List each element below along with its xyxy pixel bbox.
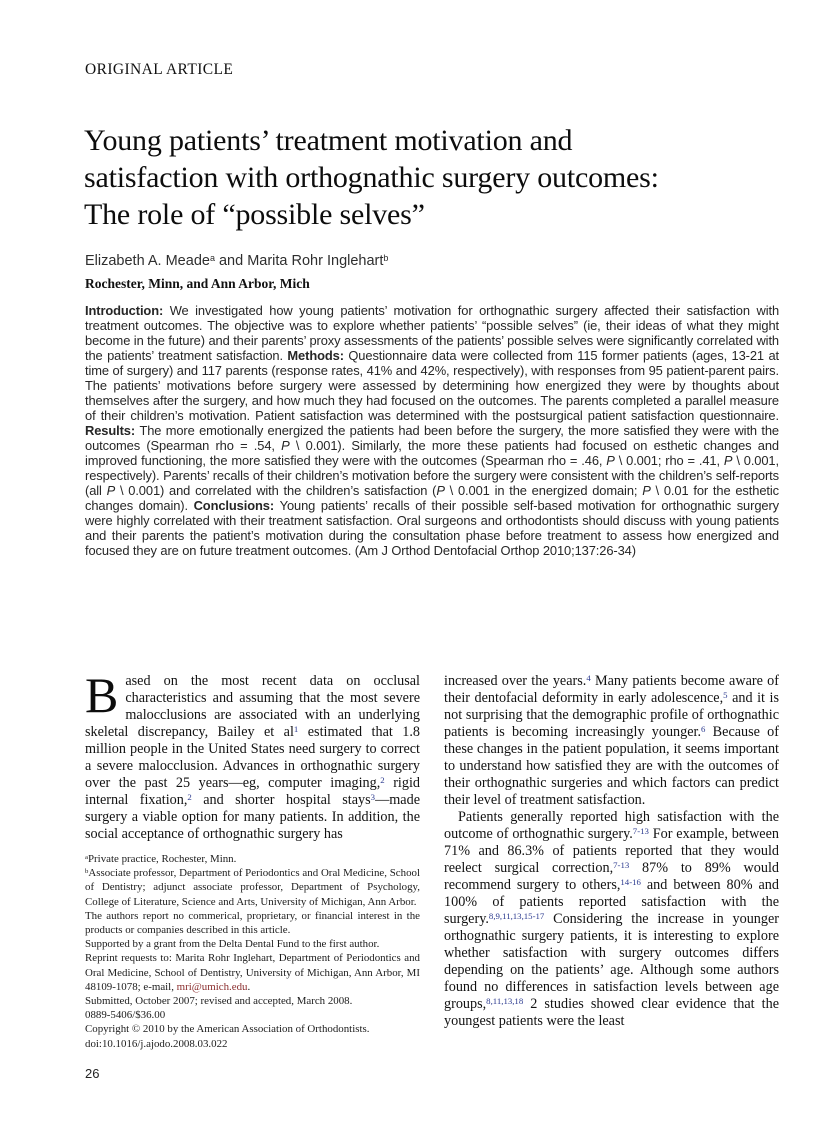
footnote-doi: doi:10.1016/j.ajodo.2008.03.022 — [85, 1037, 420, 1051]
text-run: We investigated how young patients’ moti… — [85, 303, 780, 363]
footnote-copyright: Copyright © 2010 by the American Associa… — [85, 1022, 420, 1036]
footnote-submission-dates: Submitted, October 2007; revised and acc… — [85, 994, 420, 1008]
right-column: increased over the years.4 Many patients… — [444, 673, 779, 1051]
text-run: Reprint requests to: Marita Rohr Ingleha… — [85, 952, 420, 993]
footnote-support: Supported by a grant from the Delta Dent… — [85, 937, 420, 951]
email-link[interactable]: mri@umich.edu — [176, 980, 248, 993]
text-run: P — [281, 438, 290, 453]
text-run: —made surgery a viable option for many p… — [85, 792, 420, 842]
footnote-affiliation-a: aPrivate practice, Rochester, Minn. — [85, 852, 420, 866]
text-run: 87% to 89% would recommend surgery to ot… — [444, 860, 779, 893]
article-title-line: Young patients’ treatment motivation and — [84, 124, 573, 157]
text-run: 2 studies showed clear evidence that the… — [444, 996, 779, 1029]
page-number: 26 — [85, 1066, 100, 1081]
text-run: Submitted, October 2007; revised and acc… — [85, 995, 353, 1008]
text-run: Questionnaire data were collected from 1… — [85, 348, 780, 423]
text-run: For example, between 71% and 86.3% of pa… — [444, 826, 779, 876]
text-run: \ 0.001). Similarly, the more these pati… — [85, 438, 779, 468]
body-paragraph: Patients generally reported high satisfa… — [444, 809, 779, 1030]
text-run: Young patients’ recalls of their possibl… — [85, 498, 779, 558]
reference-superscript: 5 — [723, 690, 728, 701]
text-run: The authors report no commerical, propri… — [85, 909, 420, 937]
reference-superscript: 3 — [370, 792, 376, 803]
text-run: Results: — [85, 423, 140, 438]
text-run: P — [436, 483, 445, 498]
text-run: b — [85, 868, 89, 876]
text-run: Introduction: — [85, 303, 170, 318]
text-run: \ 0.001 in the energized domain; — [444, 483, 643, 498]
text-run: \ 0.001, respectively). Parents’ recalls… — [85, 453, 779, 498]
text-run: increased over the years. — [444, 673, 587, 689]
footnote-disclosure: The authors report no commerical, propri… — [85, 909, 420, 937]
reference-superscript: 7-13 — [632, 826, 649, 837]
reference-superscript: 2 — [380, 775, 385, 786]
text-run: Private practice, Rochester, Minn. — [88, 853, 237, 865]
text-run: P — [723, 453, 733, 468]
reference-superscript: 8,11,13,18 — [486, 996, 524, 1007]
text-run: P — [106, 483, 116, 498]
body-paragraph: increased over the years.4 Many patients… — [444, 673, 779, 809]
reference-superscript: 6 — [701, 724, 706, 735]
affiliation-line: Rochester, Minn, and Ann Arbor, Mich — [85, 276, 310, 291]
article-title-line: satisfaction with orthognathic surgery o… — [84, 161, 659, 194]
authors-line: Elizabeth A. Meadea and Marita Rohr Ingl… — [85, 253, 388, 269]
text-run: The more emotionally energized the patie… — [85, 423, 779, 453]
text-run: Conclusions: — [193, 498, 280, 513]
text-run: Methods: — [287, 348, 349, 363]
reference-superscript: 7-13 — [613, 860, 630, 871]
dropcap: B — [85, 667, 119, 723]
text-run: Elizabeth A. Meade — [85, 253, 210, 269]
text-run: Considering the increase in younger orth… — [444, 911, 779, 1012]
text-run: \ 0.001; rho = .41, — [614, 453, 724, 468]
section-label: ORIGINAL ARTICLE — [85, 61, 234, 78]
text-run: Associate professor, Department of Perio… — [85, 867, 420, 908]
text-run: a — [85, 853, 88, 861]
text-run: doi:10.1016/j.ajodo.2008.03.022 — [85, 1037, 228, 1050]
reference-superscript: 14-16 — [620, 877, 641, 888]
text-run: P — [606, 453, 615, 468]
text-run: Because of these changes in the patient … — [444, 724, 779, 808]
text-run: \ 0.001) and correlated with the childre… — [115, 483, 437, 498]
footnotes-block: aPrivate practice, Rochester, Minn. bAss… — [85, 852, 420, 1051]
article-title: Young patients’ treatment motivation and… — [84, 122, 659, 233]
footnote-reprint-requests: Reprint requests to: Marita Rohr Ingleha… — [85, 951, 420, 994]
text-run: ased on the most recent data on occlusal… — [85, 673, 420, 740]
reference-superscript: 1 — [293, 724, 299, 735]
footnote-affiliation-b: bAssociate professor, Department of Peri… — [85, 866, 420, 909]
text-run: Copyright © 2010 by the American Associa… — [85, 1023, 370, 1036]
text-run: Many patients become aware of their dent… — [444, 673, 779, 706]
text-run: 0889-5406/$36.00 — [85, 1009, 166, 1022]
reference-superscript: 4 — [586, 673, 591, 684]
text-run: b — [383, 252, 389, 263]
text-run: and Marita Rohr Inglehart — [214, 253, 384, 269]
paragraph-text: ased on the most recent data on occlusal… — [85, 673, 420, 842]
reference-superscript: 2 — [187, 792, 192, 803]
text-run: and between 80% and 100% of patients rep… — [444, 877, 779, 927]
reference-superscript: 8,9,11,13,15-17 — [488, 911, 545, 922]
text-run: rigid internal fixation, — [85, 775, 421, 808]
text-run: estimated that 1.8 million people in the… — [85, 724, 420, 791]
abstract: Introduction: We investigated how young … — [85, 303, 779, 558]
text-run: Supported by a grant from the Delta Dent… — [85, 938, 380, 951]
text-run: Patients generally reported high satisfa… — [444, 809, 779, 842]
text-run: and shorter hospital stays — [191, 792, 371, 808]
text-run: P — [642, 483, 651, 498]
article-title-line: The role of “possible selves” — [84, 198, 425, 231]
text-run: . — [247, 980, 251, 993]
text-run: a — [209, 252, 215, 263]
footnote-issn-price: 0889-5406/$36.00 — [85, 1008, 420, 1022]
text-run: and it is not surprising that the demogr… — [444, 690, 779, 740]
text-run: \ 0.01 for the esthetic changes domain). — [85, 483, 779, 513]
